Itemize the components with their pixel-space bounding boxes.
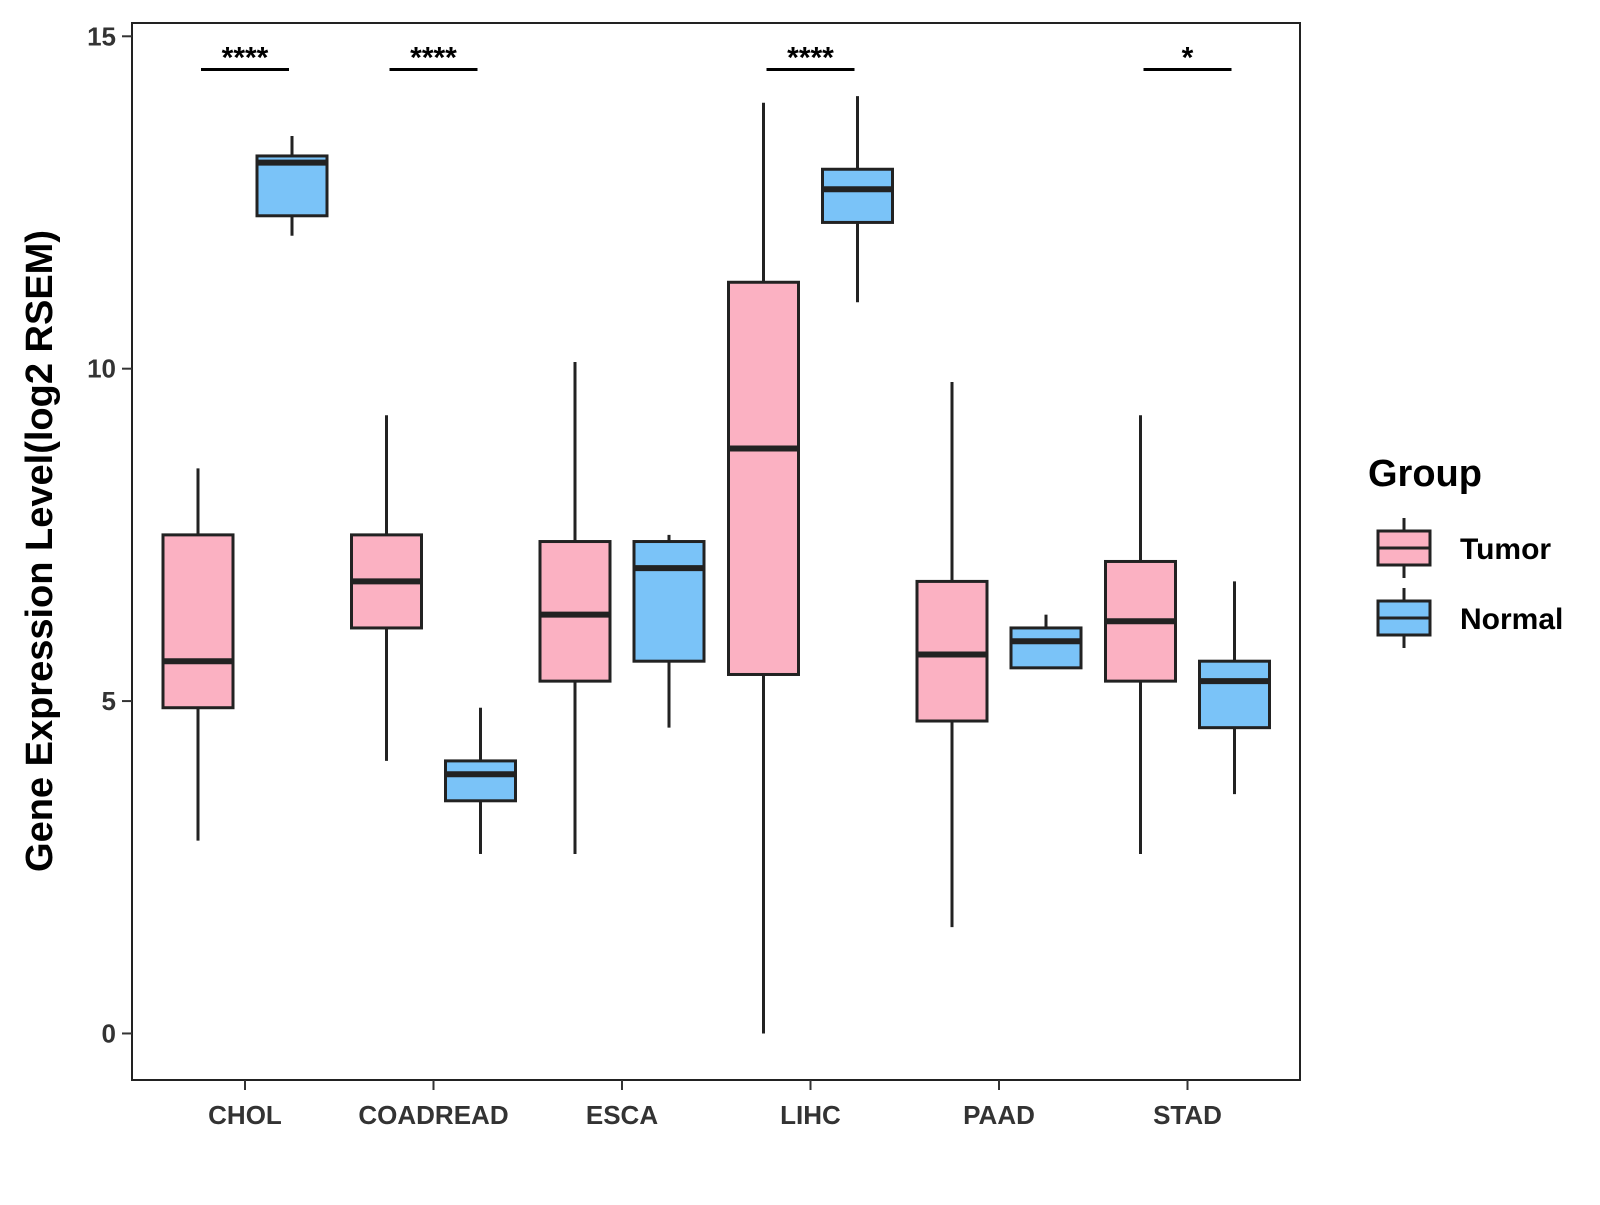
box-iqr — [821, 167, 894, 224]
x-axis: CHOL COADREAD ESCA LIHC PAAD STAD — [208, 1080, 1222, 1130]
legend: Group Tumor Normal — [1368, 453, 1563, 648]
x-tick-label: PAAD — [963, 1100, 1035, 1130]
box-iqr — [1009, 626, 1083, 670]
box-iqr — [915, 579, 989, 723]
significance-layer: **** **** **** * — [201, 42, 1232, 75]
y-tick-label: 0 — [102, 1018, 116, 1048]
significance-label: **** — [410, 42, 457, 75]
significance-label: * — [1182, 42, 1194, 75]
legend-title: Group — [1368, 453, 1482, 495]
box-tumor-coadread — [350, 415, 423, 761]
box-iqr — [444, 759, 517, 803]
y-axis-title: Gene Expression Level(log2 RSEM) — [19, 230, 61, 872]
box-normal-esca — [632, 534, 706, 728]
box-iqr — [255, 154, 329, 218]
legend-item-tumor: Tumor — [1376, 518, 1551, 578]
box-layer — [161, 96, 1271, 1034]
legend-label-normal: Normal — [1460, 603, 1563, 636]
box-tumor-chol — [161, 468, 235, 841]
box-tumor-lihc — [727, 102, 800, 1034]
significance-chol: **** — [201, 42, 289, 75]
box-iqr — [632, 540, 706, 663]
legend-items: Tumor Normal — [1376, 518, 1563, 648]
box-normal-paad — [1009, 614, 1083, 670]
y-axis: 0 5 10 15 — [87, 21, 132, 1048]
box-iqr — [538, 540, 612, 683]
box-iqr — [161, 533, 235, 710]
box-tumor-stad — [1104, 415, 1177, 854]
significance-stad: * — [1143, 42, 1232, 75]
box-normal-stad — [1198, 581, 1271, 795]
y-tick-label: 10 — [87, 354, 116, 384]
box-iqr — [1198, 659, 1271, 730]
box-normal-chol — [255, 136, 329, 236]
x-tick-label: COADREAD — [358, 1100, 508, 1130]
x-tick-label: STAD — [1153, 1100, 1222, 1130]
box-iqr — [727, 280, 800, 676]
significance-coadread: **** — [389, 42, 478, 75]
significance-label: **** — [222, 42, 269, 75]
legend-item-normal: Normal — [1376, 588, 1563, 648]
y-tick-label: 15 — [87, 21, 116, 51]
box-normal-coadread — [444, 707, 517, 854]
box-tumor-paad — [915, 381, 989, 928]
significance-lihc: **** — [766, 42, 855, 75]
x-tick-label: LIHC — [780, 1100, 841, 1130]
box-normal-lihc — [821, 96, 894, 303]
legend-label-tumor: Tumor — [1460, 533, 1551, 566]
significance-label: **** — [787, 42, 834, 75]
x-tick-label: ESCA — [586, 1100, 658, 1130]
y-tick-label: 5 — [102, 686, 116, 716]
x-tick-label: CHOL — [208, 1100, 282, 1130]
box-tumor-esca — [538, 362, 612, 854]
